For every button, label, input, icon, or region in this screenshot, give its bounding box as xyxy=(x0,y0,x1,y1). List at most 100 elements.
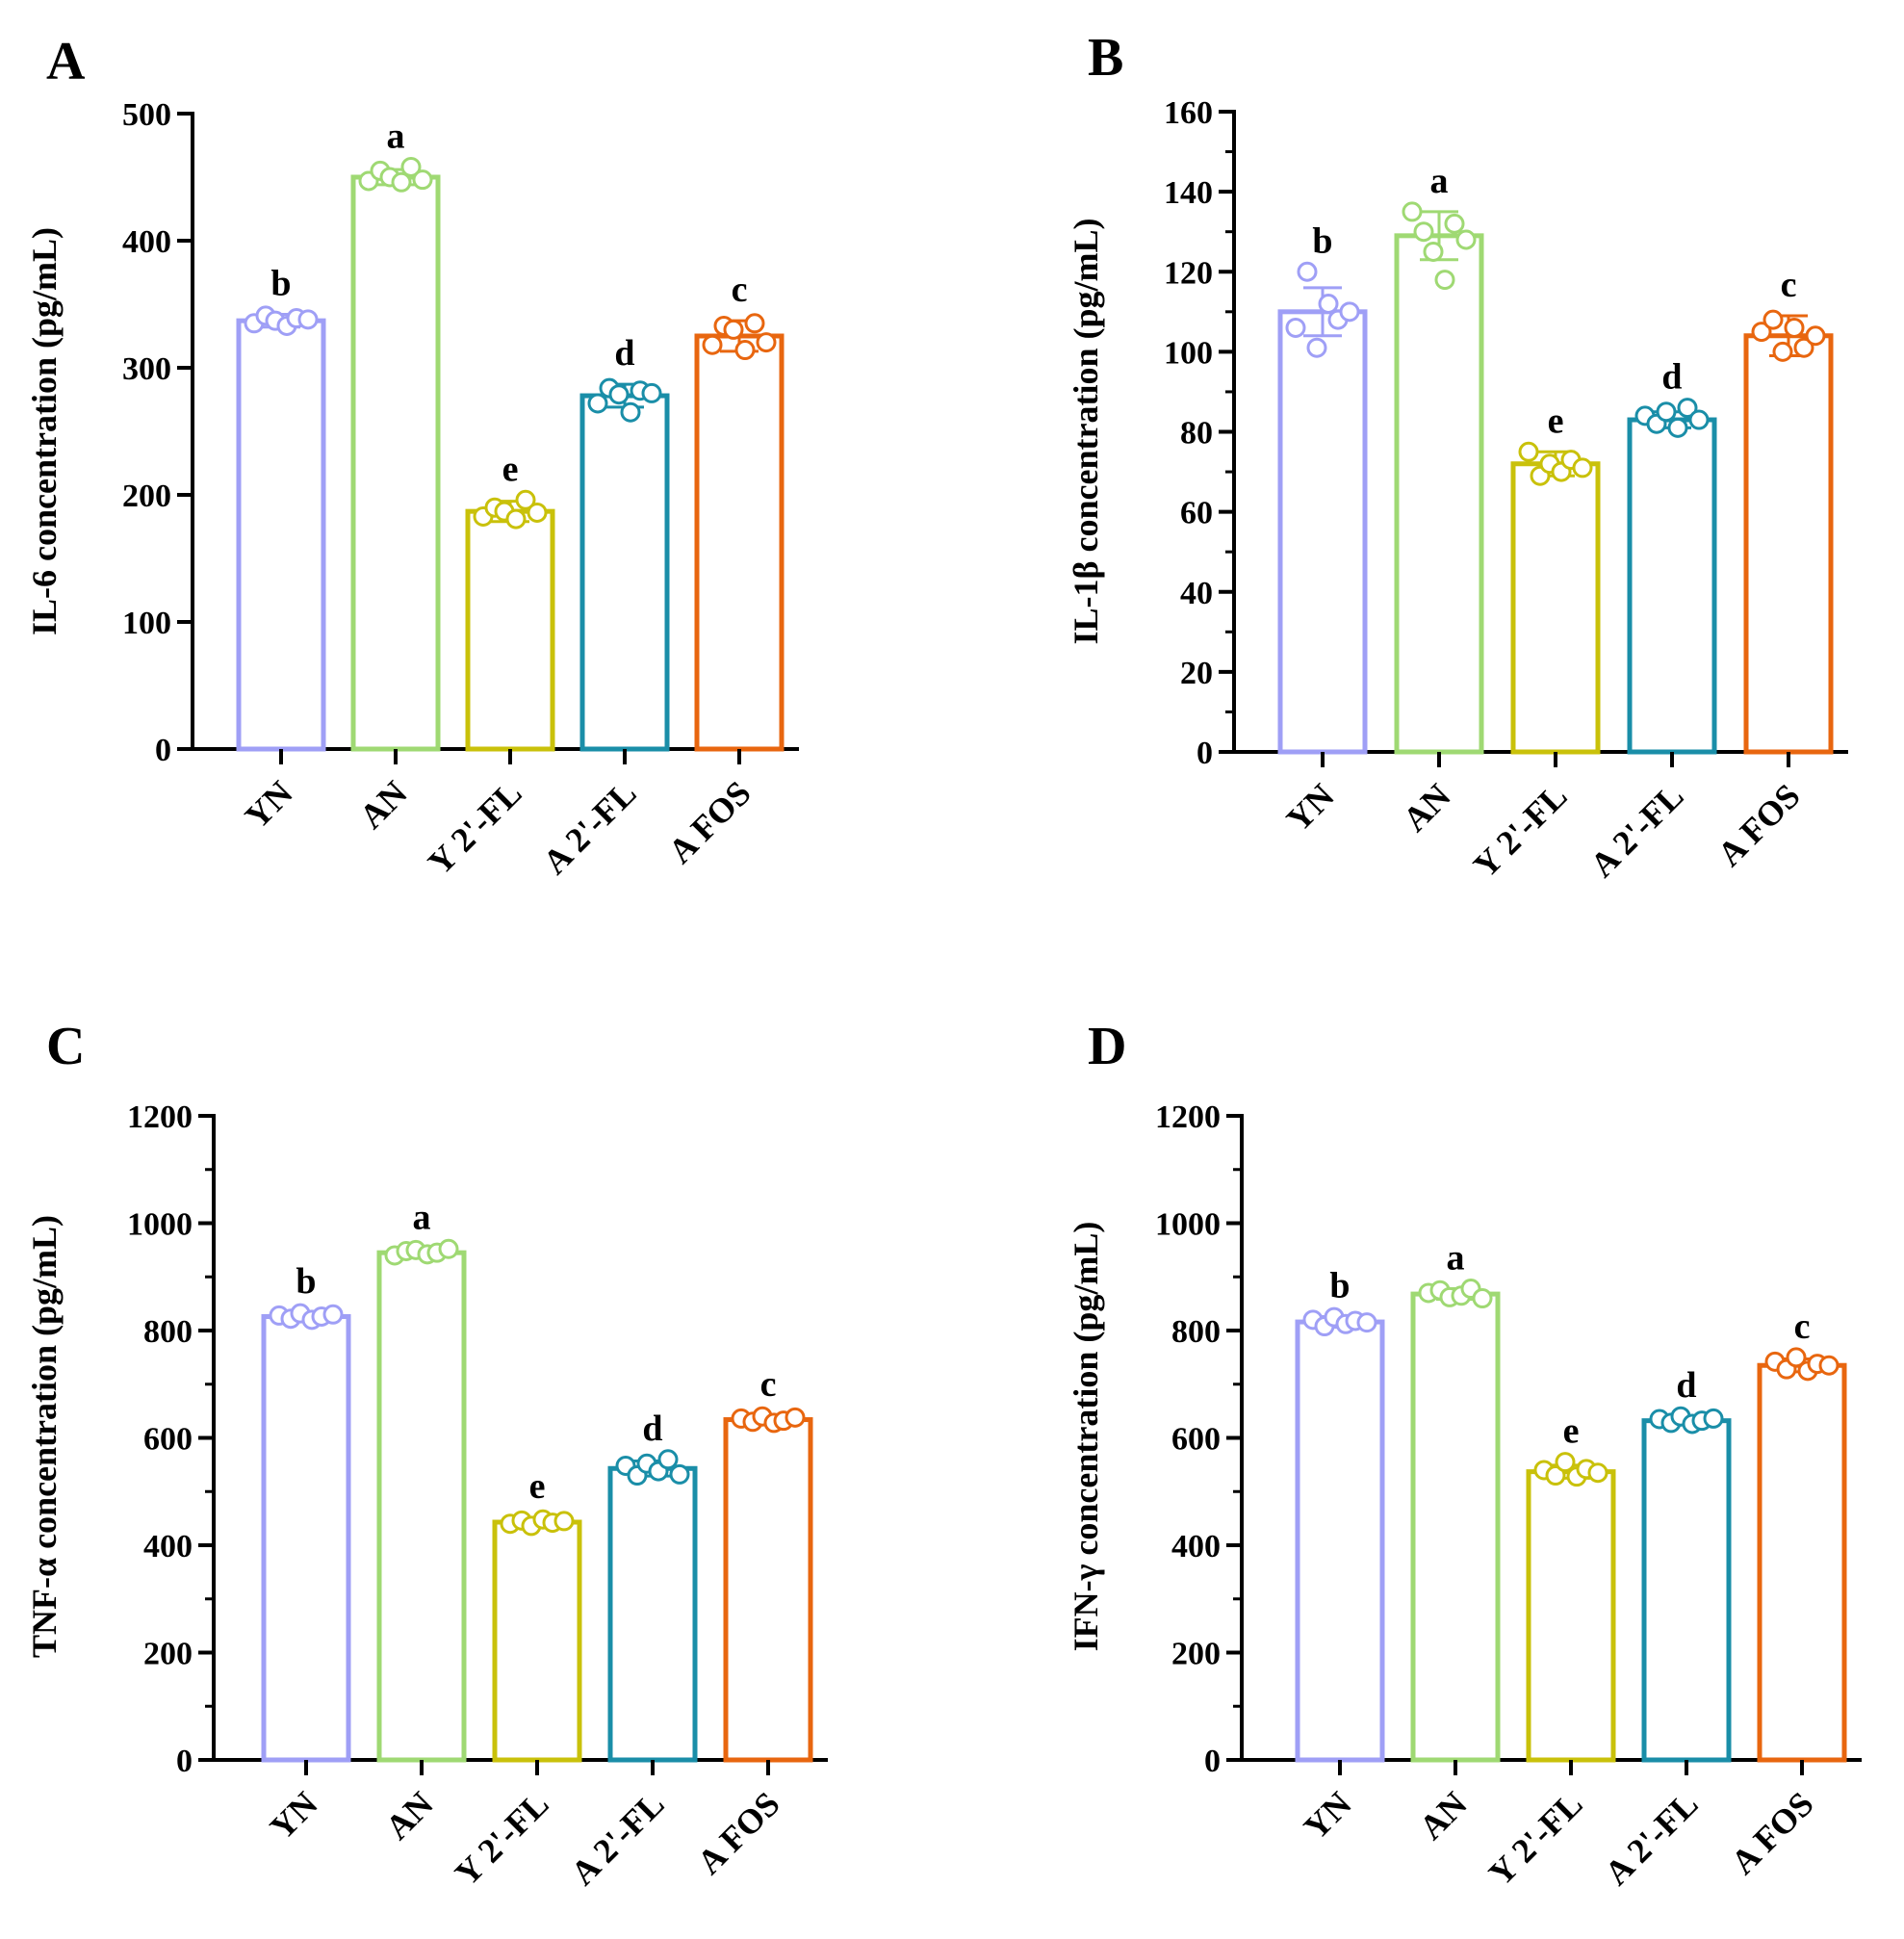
y-tick-label: 500 xyxy=(122,97,171,133)
y-tick-label: 1000 xyxy=(127,1207,193,1243)
y-tick-label: 800 xyxy=(1171,1314,1221,1350)
bar xyxy=(236,318,326,752)
x-tick-label: YN xyxy=(238,773,300,836)
y-axis-label: IFN-γ concentration (pg/mL) xyxy=(1067,1222,1105,1652)
y-tick-label: 140 xyxy=(1164,175,1213,211)
significance-letter: e xyxy=(1563,1411,1580,1452)
significance-letter: e xyxy=(1548,401,1564,441)
significance-letter: d xyxy=(1676,1365,1696,1406)
data-point xyxy=(553,1511,575,1532)
bar xyxy=(1295,1319,1385,1763)
x-tick-label: YN xyxy=(1297,1784,1359,1847)
significance-letter: d xyxy=(614,333,634,374)
x-tick-label: A 2'-FL xyxy=(535,773,643,881)
data-point xyxy=(1677,398,1698,419)
data-point xyxy=(1572,457,1593,478)
bar xyxy=(1743,333,1834,755)
x-tick-label: A FOS xyxy=(1711,776,1808,873)
significance-letter: b xyxy=(270,264,291,304)
x-tick-label: A 2'-FL xyxy=(563,1784,671,1892)
y-tick-label: 200 xyxy=(122,478,171,514)
significance-letter: c xyxy=(732,270,748,310)
data-point xyxy=(391,171,412,193)
panel-d: D IFN-γ concentration (pg/mL) 0 200 400 600 80… xyxy=(1067,1017,1862,1893)
y-axis-label: IL-1β concentration (pg/mL) xyxy=(1067,219,1105,645)
panel-b: B IL-1β concentration (pg/mL) 0 20 40 60 80 100… xyxy=(1067,28,1848,885)
data-point xyxy=(1413,221,1434,243)
y-tick-label: 0 xyxy=(1196,736,1213,771)
data-point xyxy=(1297,261,1318,282)
x-tick-label: AN xyxy=(1396,776,1458,839)
data-point xyxy=(723,319,744,340)
data-point xyxy=(657,1449,679,1470)
data-point xyxy=(1667,417,1688,438)
significance-letter: a xyxy=(387,116,405,156)
y-axis-label: TNF-α concentration (pg/mL) xyxy=(25,1215,64,1658)
x-tick-label: YN xyxy=(1279,776,1342,839)
bar xyxy=(1526,1469,1616,1763)
y-axis-label: IL-6 concentration (pg/mL) xyxy=(25,227,64,635)
y-tick-label: 400 xyxy=(1171,1529,1221,1564)
data-point xyxy=(1472,1288,1493,1309)
data-point xyxy=(669,1463,690,1485)
y-tick-label: 20 xyxy=(1180,656,1213,691)
x-tick-label: A FOS xyxy=(690,1784,787,1881)
data-point xyxy=(505,508,527,530)
data-point xyxy=(1455,229,1477,250)
y-tick-label: 0 xyxy=(155,733,171,768)
bar xyxy=(579,393,670,752)
y-tick-label: 40 xyxy=(1180,576,1213,611)
bar xyxy=(1627,417,1717,755)
significance-letter: b xyxy=(296,1261,316,1302)
data-point xyxy=(1818,1355,1840,1376)
data-point xyxy=(527,502,548,523)
data-point xyxy=(1805,325,1826,347)
y-tick-label: 400 xyxy=(122,224,171,260)
panel-c: C TNF-α concentration (pg/mL) 0 200 400 600 80… xyxy=(25,1017,828,1893)
bar xyxy=(1277,309,1368,755)
y-tick-label: 1200 xyxy=(1155,1099,1221,1135)
y-tick-label: 400 xyxy=(143,1529,193,1564)
data-point xyxy=(641,382,662,403)
x-tick-label: AN xyxy=(378,1784,441,1847)
bar xyxy=(350,174,441,752)
data-point xyxy=(297,309,319,330)
panel-letter: A xyxy=(46,32,86,91)
data-point xyxy=(1434,270,1455,291)
data-point xyxy=(1518,441,1539,462)
data-point xyxy=(1751,322,1772,343)
data-point xyxy=(734,340,756,361)
x-tick-label: AN xyxy=(352,773,415,836)
bar xyxy=(694,333,785,752)
data-point xyxy=(587,393,608,414)
x-tick-label: Y 2'-FL xyxy=(1466,776,1575,885)
significance-letter: b xyxy=(1329,1266,1350,1306)
y-tick-label: 160 xyxy=(1164,95,1213,131)
data-point xyxy=(1786,1347,1807,1368)
data-point xyxy=(412,169,433,191)
data-point xyxy=(1285,317,1306,338)
data-point xyxy=(1356,1312,1377,1333)
y-tick-label: 60 xyxy=(1180,496,1213,531)
y-tick-label: 1200 xyxy=(127,1099,193,1135)
significance-letter: b xyxy=(1312,220,1332,261)
data-point xyxy=(1688,409,1710,430)
panel-a: A IL-6 concentration (pg/mL) 0 100 200 300 400… xyxy=(25,32,799,882)
y-tick-label: 800 xyxy=(143,1314,193,1350)
bar xyxy=(1510,461,1601,755)
y-tick-label: 80 xyxy=(1180,416,1213,452)
significance-letter: d xyxy=(1661,357,1682,398)
bar xyxy=(1641,1418,1732,1763)
y-tick-label: 100 xyxy=(1164,335,1213,371)
significance-letter: e xyxy=(529,1466,546,1507)
y-tick-label: 200 xyxy=(143,1637,193,1672)
significance-letter: a xyxy=(413,1198,431,1238)
bar xyxy=(723,1417,813,1763)
x-tick-label: Y 2'-FL xyxy=(1481,1784,1590,1893)
y-tick-label: 600 xyxy=(1171,1422,1221,1458)
data-point xyxy=(620,401,641,423)
bar xyxy=(261,1314,351,1763)
y-tick-label: 300 xyxy=(122,351,171,387)
y-tick-label: 1000 xyxy=(1155,1207,1221,1243)
